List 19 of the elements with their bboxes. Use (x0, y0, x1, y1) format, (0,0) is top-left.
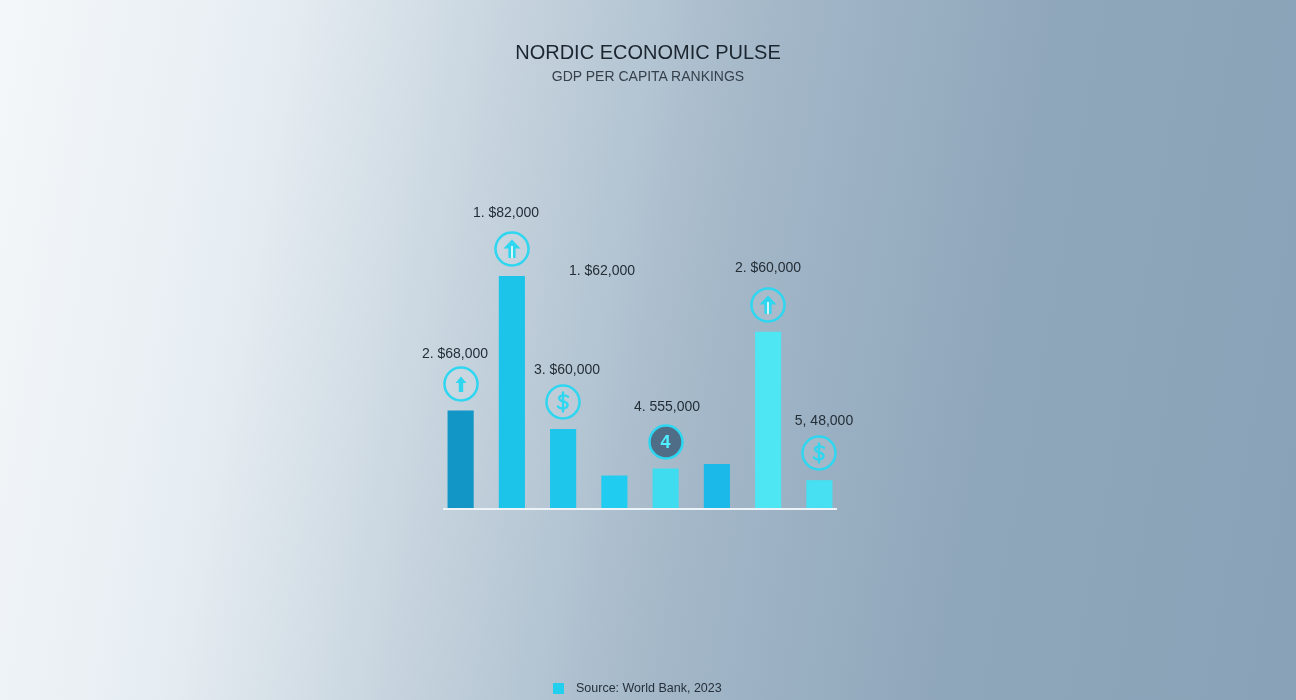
text: 1. $82,000 (471, 203, 541, 221)
annotation: 2. $68,000 (420, 344, 490, 362)
text: 2. $60,000 (733, 258, 803, 276)
annotation: 3. $60,000 (532, 360, 602, 378)
bar (755, 331, 782, 508)
annotation: 4 (659, 430, 672, 453)
bar (447, 410, 474, 508)
annotation: 5, 48,000 (793, 411, 855, 429)
source-note: Source: World Bank, 2023 (576, 681, 722, 695)
bar (601, 475, 628, 508)
bar (652, 468, 679, 508)
annotation: 4. 555,000 (632, 397, 702, 415)
bar (806, 480, 833, 508)
bar (703, 463, 730, 508)
bar (550, 429, 577, 508)
annotation: 1. $62,000 (567, 261, 637, 279)
bar (498, 276, 525, 508)
chart-title: NORDIC ECONOMIC PULSE (514, 40, 782, 64)
chart-subtitle: GDP PER CAPITA RANKINGS (550, 67, 746, 85)
